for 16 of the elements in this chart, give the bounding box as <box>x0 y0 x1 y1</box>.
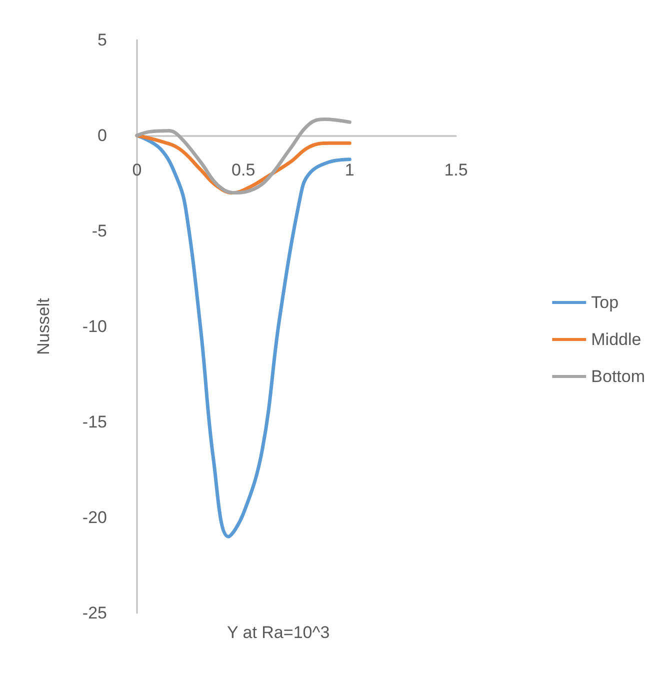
x-tick-label: 0.5 <box>232 160 256 180</box>
y-tick-label: -5 <box>92 222 107 240</box>
legend-label: Middle <box>591 330 642 349</box>
legend-label: Bottom <box>591 367 646 386</box>
x-tick-label: 0 <box>132 160 142 180</box>
legend-label: Top <box>591 293 619 312</box>
x-tick-label: 1.5 <box>444 160 468 180</box>
y-tick-label: -20 <box>82 508 107 527</box>
x-tick-label: 1 <box>344 160 354 180</box>
y-tick-label: 0 <box>98 126 107 145</box>
y-tick-label: 5 <box>98 30 107 50</box>
y-axis-title: Nusselt <box>34 298 53 355</box>
x-axis-title: Y at Ra=10^3 <box>227 623 330 642</box>
y-tick-label: -10 <box>82 317 107 336</box>
y-tick-label: -15 <box>82 412 107 432</box>
y-tick-label: -25 <box>82 604 107 622</box>
